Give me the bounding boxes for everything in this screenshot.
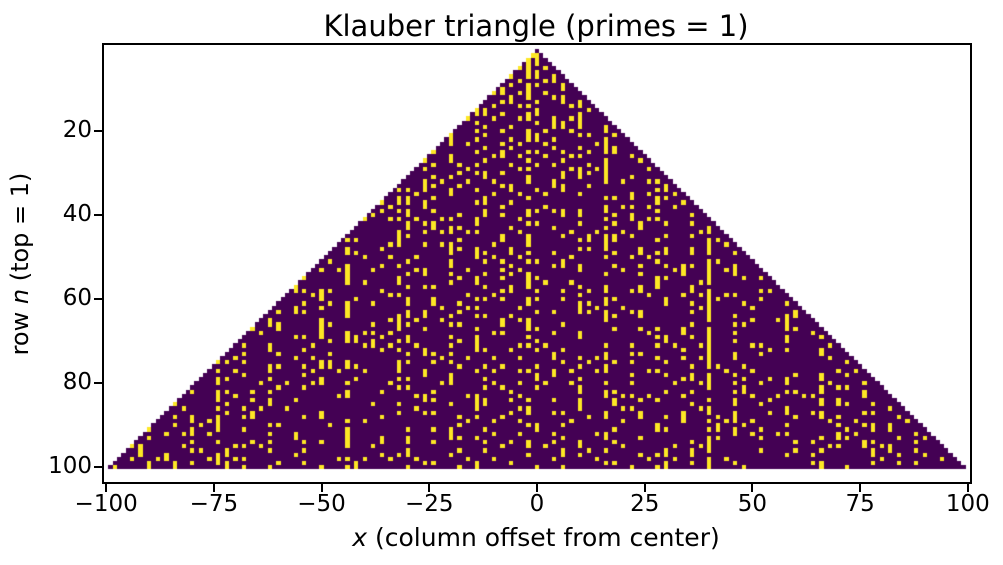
y-tick-mark bbox=[94, 466, 102, 469]
y-tick-label: 60 bbox=[62, 285, 92, 312]
x-tick-mark bbox=[428, 484, 431, 492]
x-tick-label: −25 bbox=[405, 491, 454, 517]
y-axis-label-text: (top = 1) bbox=[6, 172, 34, 289]
y-tick-label: 80 bbox=[62, 369, 92, 396]
y-tick-mark bbox=[94, 298, 102, 301]
x-tick-mark bbox=[859, 484, 862, 492]
x-axis-label-variable: x bbox=[352, 523, 368, 552]
x-tick-label: 25 bbox=[630, 491, 660, 517]
x-axis-label: x (column offset from center) bbox=[102, 523, 970, 552]
x-tick-mark bbox=[966, 484, 969, 492]
x-tick-label: 100 bbox=[945, 491, 990, 517]
y-axis-label-variable: n bbox=[6, 288, 34, 305]
y-axis-label: row n (top = 1) bbox=[6, 114, 38, 414]
x-tick-mark bbox=[105, 484, 108, 492]
x-tick-mark bbox=[643, 484, 646, 492]
y-tick-mark bbox=[94, 214, 102, 217]
x-tick-label: −75 bbox=[189, 491, 239, 517]
x-tick-label: 75 bbox=[845, 491, 875, 517]
y-tick-label: 40 bbox=[62, 201, 92, 228]
y-tick-label: 100 bbox=[48, 453, 92, 480]
y-axis-label-prefix: row bbox=[6, 304, 34, 356]
x-tick-mark bbox=[536, 484, 538, 492]
x-tick-label: 50 bbox=[737, 491, 768, 517]
klauber-triangle-heatmap bbox=[104, 45, 970, 482]
y-tick-mark bbox=[94, 382, 102, 385]
x-tick-label: −100 bbox=[74, 491, 138, 517]
x-axis-label-text: (column offset from center) bbox=[367, 523, 720, 552]
y-tick-label: 20 bbox=[62, 117, 92, 144]
y-tick-mark bbox=[94, 130, 102, 133]
x-tick-mark bbox=[751, 484, 754, 492]
chart-title: Klauber triangle (primes = 1) bbox=[323, 9, 749, 43]
x-tick-mark bbox=[212, 484, 215, 492]
x-tick-mark bbox=[320, 484, 323, 492]
plot-area bbox=[102, 43, 972, 484]
x-tick-label: 0 bbox=[529, 491, 545, 517]
x-tick-label: −50 bbox=[297, 491, 346, 517]
